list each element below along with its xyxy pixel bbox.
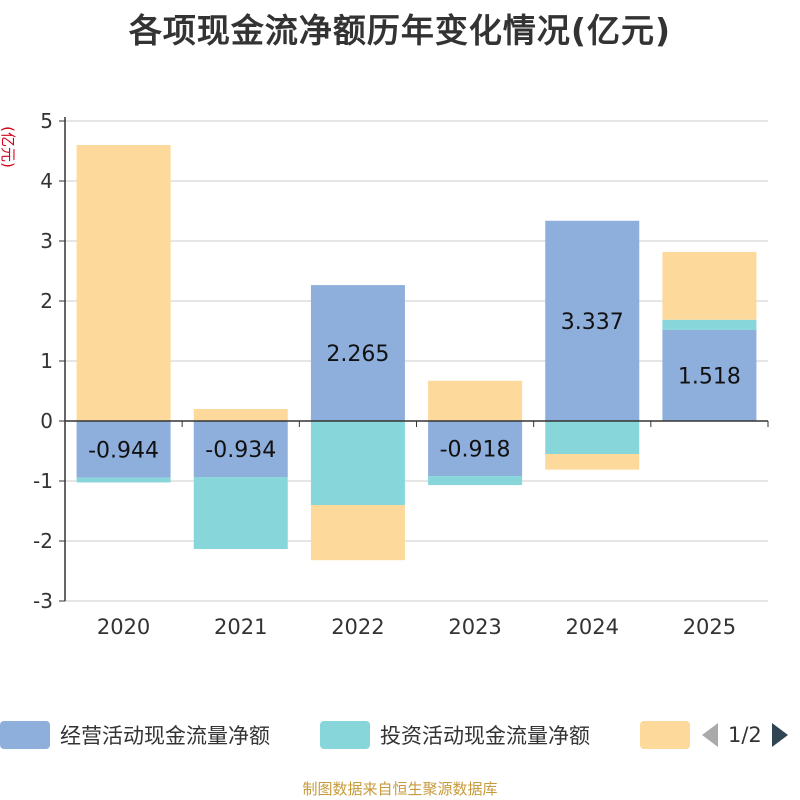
- triangle-right-icon[interactable]: [770, 721, 790, 749]
- x-tick-label: 2020: [97, 615, 150, 639]
- y-tick-label: 5: [40, 109, 53, 133]
- data-label: 3.337: [561, 310, 624, 335]
- bar-series2-2023: [428, 380, 523, 421]
- legend-label-investing: 投资活动现金流量净额: [380, 724, 590, 748]
- axis-layer: 5 4 3 2 1 0 -1 -2 -3 2020 2021 2022 2023 2024 2025: [33, 109, 769, 639]
- bar-series0-2021: [193, 421, 288, 478]
- y-tick-label: 3: [40, 229, 53, 253]
- source-footnote: 制图数据来自恒生聚源数据库: [302, 780, 498, 798]
- legend-pager: 1/2: [700, 715, 790, 755]
- bar-series1-2024: [545, 421, 640, 454]
- y-tick-label: 2: [40, 289, 53, 313]
- data-label-layer: -0.944 -0.934 2.265 -0.918 3.337 1.518: [88, 310, 741, 463]
- chart-canvas: (亿元) 5 4 3 2 1 0 -1 -2 -3 2020 2021 2022 2023 2024 202…: [0, 109, 769, 639]
- legend-swatch-investing: [320, 721, 370, 749]
- triangle-left-icon[interactable]: [700, 721, 720, 749]
- bar-series2-2022: [310, 505, 405, 561]
- x-tick-label: 2025: [683, 615, 736, 639]
- bar-series2-2020: [76, 145, 171, 421]
- bar-series1-2021: [193, 477, 288, 550]
- y-tick-label: -3: [33, 589, 53, 613]
- x-tick-label: 2024: [566, 615, 619, 639]
- data-label: -0.934: [205, 438, 276, 463]
- y-tick-label: 4: [40, 169, 53, 193]
- bar-series1-2020: [76, 477, 171, 483]
- bar-series0-2022: [310, 285, 405, 421]
- y-tick-label: -2: [33, 529, 53, 553]
- bar-series2-2025: [662, 251, 757, 320]
- data-label: 2.265: [326, 342, 389, 367]
- y-tick-label: 0: [40, 409, 53, 433]
- bar-series1-2025: [662, 319, 757, 330]
- bar-series0-2023: [428, 421, 523, 477]
- grid-layer: [65, 120, 768, 602]
- data-label: -0.944: [88, 438, 159, 463]
- legend-page-indicator: 1/2: [728, 723, 762, 747]
- legend: 经营活动现金流量净额 投资活动现金流量净额 1/2: [0, 715, 800, 755]
- y-tick-label: 1: [40, 349, 53, 373]
- bar-series0-2020: [76, 421, 171, 478]
- bar-series1-2023: [428, 476, 523, 486]
- chart-title: 各项现金流净额历年变化情况(亿元): [128, 11, 672, 50]
- legend-item-financing[interactable]: [640, 715, 690, 755]
- bar-series0-2024: [545, 220, 640, 421]
- bar-series1-2022: [310, 421, 405, 505]
- legend-item-operating[interactable]: 经营活动现金流量净额: [0, 715, 270, 755]
- legend-item-investing[interactable]: 投资活动现金流量净额: [320, 715, 590, 755]
- legend-swatch-operating: [0, 721, 50, 749]
- x-tick-label: 2021: [214, 615, 267, 639]
- bar-layer: [76, 145, 757, 561]
- data-label: -0.918: [440, 438, 511, 463]
- bar-series0-2025: [662, 329, 757, 421]
- x-tick-label: 2023: [448, 615, 501, 639]
- data-label: 1.518: [678, 364, 741, 389]
- y-axis-label: (亿元): [0, 126, 17, 168]
- bar-series2-2024: [545, 454, 640, 470]
- legend-label-operating: 经营活动现金流量净额: [60, 724, 270, 748]
- bar-series2-2021: [193, 409, 288, 421]
- legend-swatch-financing: [640, 721, 690, 749]
- x-tick-label: 2022: [331, 615, 384, 639]
- y-tick-label: -1: [33, 469, 53, 493]
